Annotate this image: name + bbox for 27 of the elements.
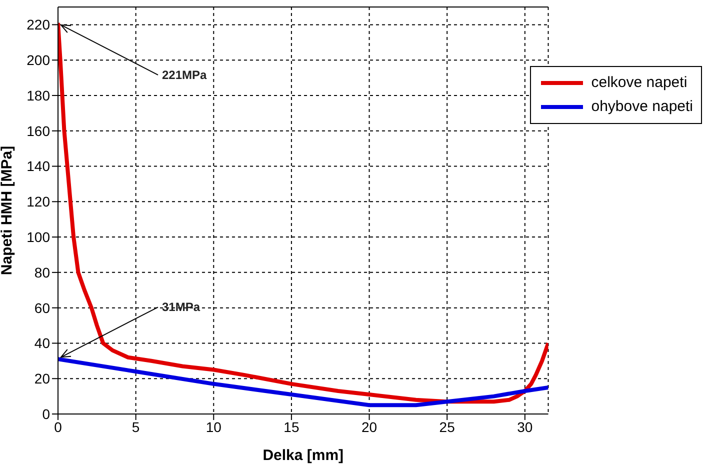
x-tick-label: 5 xyxy=(132,418,140,435)
y-tick-label: 120 xyxy=(26,194,50,210)
y-tick-label: 200 xyxy=(26,52,50,68)
annotation: 221MPa xyxy=(162,68,208,82)
x-axis-title: Delka [mm] xyxy=(262,447,344,464)
x-tick-label: 20 xyxy=(361,418,378,435)
legend-label: celkove napeti xyxy=(591,73,688,93)
x-tick-label: 25 xyxy=(439,418,456,435)
line-series xyxy=(58,357,548,408)
x-tick-label: 10 xyxy=(206,418,222,435)
y-tick-label: 100 xyxy=(26,229,50,246)
y-tick-label: 160 xyxy=(26,122,50,139)
x-tick-label: 15 xyxy=(284,418,300,435)
y-tick-label: 220 xyxy=(26,16,50,33)
annotation: 31MPa xyxy=(162,300,200,314)
y-tick-label: 140 xyxy=(26,158,50,174)
line-series xyxy=(58,20,548,404)
legend-label: ohybove napeti xyxy=(591,97,693,117)
y-tick-label: 20 xyxy=(34,370,50,387)
x-tick-label: 0 xyxy=(54,418,62,435)
y-tick-label: 80 xyxy=(34,264,50,280)
y-tick-label: 60 xyxy=(34,300,50,316)
y-axis-title: Napeti HMH [MPa] xyxy=(0,146,16,276)
y-tick-label: 180 xyxy=(26,87,50,104)
y-tick-label: 0 xyxy=(42,406,50,422)
x-tick-label: 30 xyxy=(517,418,533,435)
y-tick-label: 40 xyxy=(34,335,50,352)
